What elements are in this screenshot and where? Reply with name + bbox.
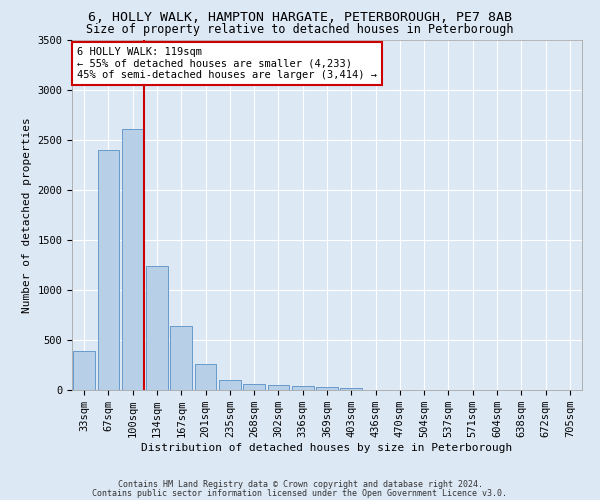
- Bar: [73, 351, 95, 390]
- Text: Contains public sector information licensed under the Open Government Licence v3: Contains public sector information licen…: [92, 488, 508, 498]
- Text: 6, HOLLY WALK, HAMPTON HARGATE, PETERBOROUGH, PE7 8AB: 6, HOLLY WALK, HAMPTON HARGATE, PETERBOR…: [88, 11, 512, 24]
- Bar: [292, 386, 314, 390]
- Text: Contains HM Land Registry data © Crown copyright and database right 2024.: Contains HM Land Registry data © Crown c…: [118, 480, 482, 489]
- Bar: [219, 380, 241, 390]
- Text: Size of property relative to detached houses in Peterborough: Size of property relative to detached ho…: [86, 22, 514, 36]
- Bar: [268, 384, 289, 390]
- Bar: [170, 326, 192, 390]
- Bar: [122, 129, 143, 390]
- Bar: [146, 266, 168, 390]
- Bar: [316, 387, 338, 390]
- Bar: [97, 150, 119, 390]
- Y-axis label: Number of detached properties: Number of detached properties: [22, 117, 32, 313]
- Bar: [243, 384, 265, 390]
- Text: 6 HOLLY WALK: 119sqm
← 55% of detached houses are smaller (4,233)
45% of semi-de: 6 HOLLY WALK: 119sqm ← 55% of detached h…: [77, 47, 377, 80]
- Bar: [340, 388, 362, 390]
- X-axis label: Distribution of detached houses by size in Peterborough: Distribution of detached houses by size …: [142, 443, 512, 453]
- Bar: [194, 364, 217, 390]
